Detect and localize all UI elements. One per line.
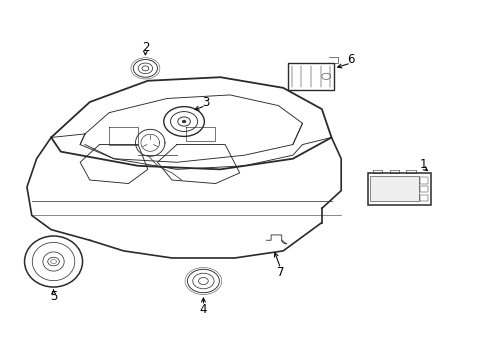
Text: 6: 6: [346, 53, 354, 66]
Text: 1: 1: [419, 158, 426, 171]
Circle shape: [182, 120, 185, 123]
FancyBboxPatch shape: [419, 195, 427, 201]
FancyBboxPatch shape: [419, 186, 427, 192]
Text: 7: 7: [276, 266, 284, 279]
Text: 5: 5: [50, 291, 57, 303]
Text: 2: 2: [142, 41, 149, 54]
FancyBboxPatch shape: [419, 177, 427, 184]
FancyBboxPatch shape: [369, 176, 418, 201]
FancyBboxPatch shape: [367, 173, 430, 205]
Text: 4: 4: [199, 303, 207, 316]
FancyBboxPatch shape: [287, 63, 333, 90]
Text: 3: 3: [202, 95, 209, 108]
